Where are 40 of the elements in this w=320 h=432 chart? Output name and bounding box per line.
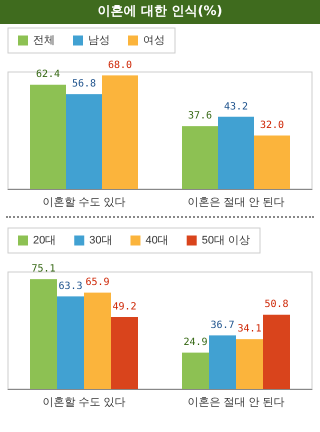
- data-label: 49.2: [112, 302, 137, 313]
- legend-label: 20대: [33, 234, 56, 246]
- legend-label: 여성: [143, 34, 165, 46]
- legend-label: 50대 이상: [202, 234, 250, 246]
- x-tick-label: 이혼할 수도 있다: [42, 196, 126, 208]
- data-label: 63.3: [58, 280, 83, 292]
- data-label: 68.0: [108, 60, 132, 71]
- bar: [66, 94, 102, 189]
- data-label: 43.2: [224, 101, 248, 112]
- data-label: 75.1: [31, 264, 56, 275]
- data-label: 62.4: [36, 69, 60, 80]
- legend-label: 30대: [89, 234, 112, 246]
- data-label: 24.9: [183, 337, 208, 348]
- bar: [182, 352, 209, 389]
- data-label: 56.8: [72, 78, 96, 90]
- data-label: 50.8: [264, 299, 289, 310]
- legend-label: 전체: [33, 34, 55, 46]
- data-label: 34.1: [237, 324, 262, 335]
- bar: [30, 279, 57, 389]
- bar: [182, 126, 218, 189]
- bar: [57, 296, 84, 389]
- bar: [111, 317, 138, 389]
- chart-title: 이혼에 대한 인식(%): [0, 0, 320, 24]
- legend-label: 40대: [145, 234, 169, 246]
- bar: [236, 339, 263, 389]
- data-label: 65.9: [85, 277, 110, 288]
- bar: [102, 75, 138, 189]
- bar: [209, 335, 236, 389]
- x-tick-label: 이혼할 수도 있다: [42, 396, 126, 408]
- data-label: 32.0: [260, 120, 284, 132]
- bar: [218, 116, 254, 189]
- x-tick-label: 이혼은 절대 안 된다: [187, 396, 285, 408]
- bar: [263, 314, 290, 389]
- bar: [254, 136, 290, 189]
- legend-label: 남성: [88, 34, 110, 46]
- data-label: 36.7: [210, 320, 235, 331]
- x-tick-label: 이혼은 절대 안 된다: [187, 196, 285, 208]
- bar: [84, 292, 111, 389]
- data-label: 37.6: [188, 110, 212, 122]
- bar: [30, 84, 66, 189]
